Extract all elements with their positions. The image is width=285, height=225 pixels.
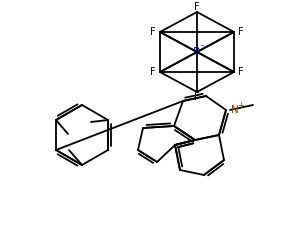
Text: F: F [194, 2, 200, 12]
Text: F: F [150, 27, 156, 37]
Text: ⁻: ⁻ [200, 43, 205, 53]
Text: P: P [193, 47, 200, 57]
Text: F: F [238, 67, 244, 77]
Text: F: F [150, 67, 156, 77]
Text: +: + [238, 101, 245, 110]
Text: F: F [238, 27, 244, 37]
Text: N: N [231, 105, 239, 115]
Text: F: F [194, 92, 200, 102]
